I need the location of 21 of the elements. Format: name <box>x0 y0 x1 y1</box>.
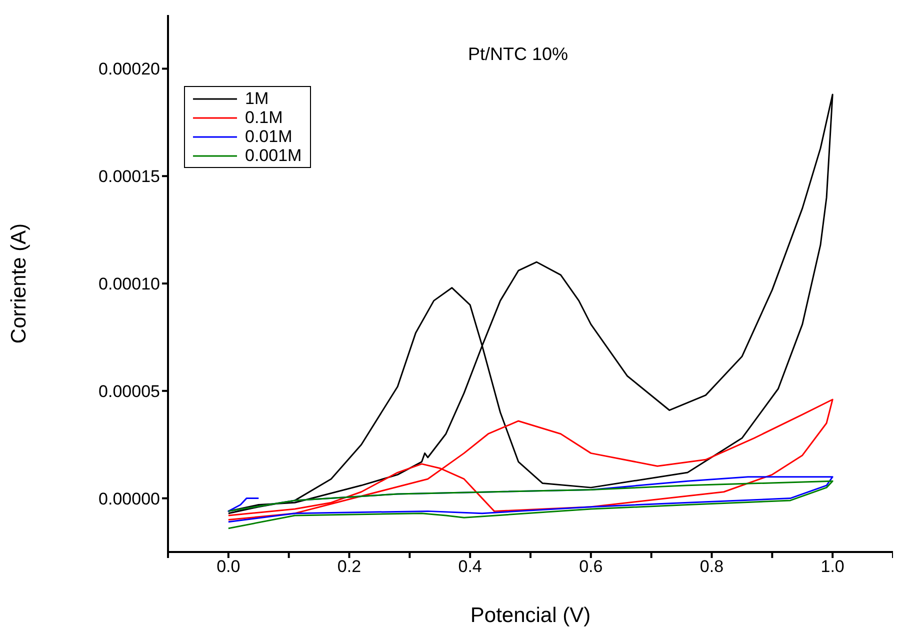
legend-label: 0.01M <box>245 126 292 146</box>
y-tick-label: 0.00010 <box>98 274 160 294</box>
legend-label: 1M <box>245 88 269 108</box>
x-tick-label: 0.4 <box>458 557 482 576</box>
y-tick-label: 0.00005 <box>98 382 160 401</box>
legend-label: 0.001M <box>245 146 302 166</box>
y-tick-label: 0.00020 <box>98 60 160 79</box>
y-axis-title: Corriente (A) <box>7 223 30 344</box>
line-series <box>228 480 834 530</box>
y-tick-label: 0.00000 <box>98 489 160 508</box>
x-tick-label: 0.6 <box>579 557 603 576</box>
line-series <box>228 94 834 514</box>
x-tick-label: 0.0 <box>216 557 240 576</box>
line-series <box>228 398 834 521</box>
x-tick-label: 0.2 <box>337 557 362 576</box>
text: Pt/NTC 10% <box>468 44 568 65</box>
y-tick-label: 0.00015 <box>98 167 160 186</box>
legend-label: 0.1M <box>245 108 283 128</box>
x-axis-title: Potencial (V) <box>470 604 591 627</box>
x-tick-label: 0.8 <box>700 557 724 576</box>
x-tick-label: 1.0 <box>820 557 844 576</box>
